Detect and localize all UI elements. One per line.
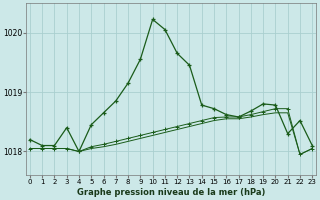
- X-axis label: Graphe pression niveau de la mer (hPa): Graphe pression niveau de la mer (hPa): [77, 188, 265, 197]
